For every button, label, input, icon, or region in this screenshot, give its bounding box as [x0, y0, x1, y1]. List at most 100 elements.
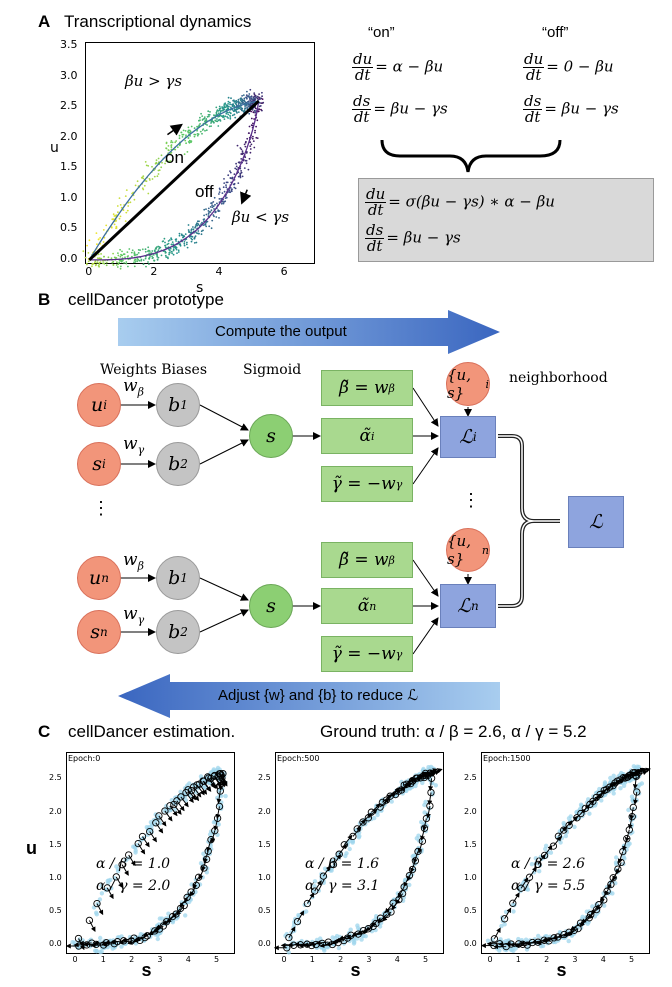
cell-point [205, 213, 208, 216]
cell-point [116, 261, 118, 264]
velocity-arrow [493, 927, 501, 940]
cell-circle [200, 777, 208, 785]
velocity-arrow [417, 841, 423, 854]
cell-point [230, 97, 232, 100]
cell-point [151, 165, 153, 168]
cell-point [201, 115, 204, 117]
cell-point [136, 253, 139, 256]
cell-point [176, 146, 179, 149]
cell-point [94, 912, 99, 917]
velocity-arrow [203, 851, 209, 864]
cell-point [237, 182, 240, 185]
cell-point [137, 249, 140, 251]
cell-point [250, 97, 253, 100]
cell-point [248, 112, 251, 115]
cell-point [218, 115, 221, 118]
cell-point [244, 106, 247, 108]
cell-point [252, 111, 255, 114]
cell-point [258, 102, 261, 104]
cell-point [128, 248, 131, 250]
eq-on-ds-num: ds [352, 92, 372, 110]
weight-beta-2: wβ [123, 550, 144, 572]
cell-point [239, 99, 242, 102]
cell-point [218, 198, 221, 200]
vdots-right: ⋮ [462, 490, 480, 510]
cell-point [170, 243, 173, 246]
cell-point [238, 107, 241, 110]
velocity-arrow [206, 839, 212, 853]
cell-point [124, 256, 126, 259]
cell-point [235, 162, 238, 165]
cell-circle [166, 802, 174, 810]
eq-on-du-den: dt [354, 66, 371, 84]
cell-point [102, 229, 105, 231]
cell-point [134, 254, 137, 256]
gamma-box-row2-label: γ̃ = −w [331, 644, 396, 664]
cell-circle [152, 819, 160, 827]
cell-point [155, 161, 158, 164]
cell-point [118, 197, 121, 200]
cell-point [206, 115, 209, 118]
cell-point [254, 109, 256, 112]
cell-point [183, 153, 186, 156]
bias-b1-row2-sub: 1 [180, 571, 188, 585]
alpha-box-row2-label: α̃ [357, 596, 370, 616]
weight-gamma-1-sub: γ [137, 443, 145, 457]
cell-point [116, 205, 119, 207]
cell-point [259, 98, 261, 100]
cell-point [144, 248, 147, 251]
cell-point [165, 160, 167, 162]
compute-arrow [118, 310, 500, 354]
cell-point [168, 160, 170, 163]
cell-circle [155, 812, 163, 820]
cell-point [207, 110, 210, 113]
cell-point [260, 108, 262, 111]
cell-point [258, 108, 261, 111]
velocity-arrow [428, 778, 434, 792]
cell-point [210, 227, 213, 230]
cell-point [124, 195, 127, 198]
eq-comb-ds-rhs: = βu − γs [386, 228, 461, 247]
cell-point [127, 201, 130, 204]
cell-point [103, 255, 105, 258]
estimation-plot-svg [480, 764, 651, 953]
cell-circle [200, 864, 208, 872]
velocity-arrow [176, 800, 185, 812]
cell-circle [634, 768, 643, 777]
cell-point [236, 144, 239, 147]
cell-point [131, 249, 134, 252]
velocity-arrow [529, 866, 537, 878]
cell-point [129, 201, 132, 204]
cell-point [179, 244, 182, 247]
eq-off-ds-rhs: = βu − γs [544, 99, 619, 118]
cell-point [231, 114, 234, 117]
cell-point [169, 152, 172, 155]
cell-point [155, 936, 160, 942]
cell-circle [574, 924, 582, 933]
bias-b1-row2-label: b [168, 567, 181, 589]
cell-point [87, 252, 90, 254]
cell-circle [387, 908, 395, 916]
cell-point [98, 935, 103, 941]
cell-point [639, 781, 645, 786]
cell-point [161, 161, 163, 164]
cell-point [157, 157, 160, 160]
weight-beta-2-label: w [123, 550, 138, 570]
cell-point [156, 259, 159, 261]
cell-point [256, 137, 259, 139]
cell-point [144, 257, 147, 260]
cell-point [420, 768, 426, 773]
cell-point [248, 125, 251, 128]
plot-a-xtick: 0 [85, 265, 93, 278]
cell-point [214, 119, 217, 122]
cell-point [196, 134, 199, 137]
estimation-ytick: 0.0 [49, 939, 62, 949]
cell-point [119, 944, 124, 949]
cell-circle [85, 916, 94, 925]
cell-point [223, 178, 225, 180]
cell-point [119, 215, 122, 218]
cell-point [216, 803, 222, 808]
cell-point [195, 241, 198, 244]
estimation-ytick: 1.5 [258, 839, 271, 849]
